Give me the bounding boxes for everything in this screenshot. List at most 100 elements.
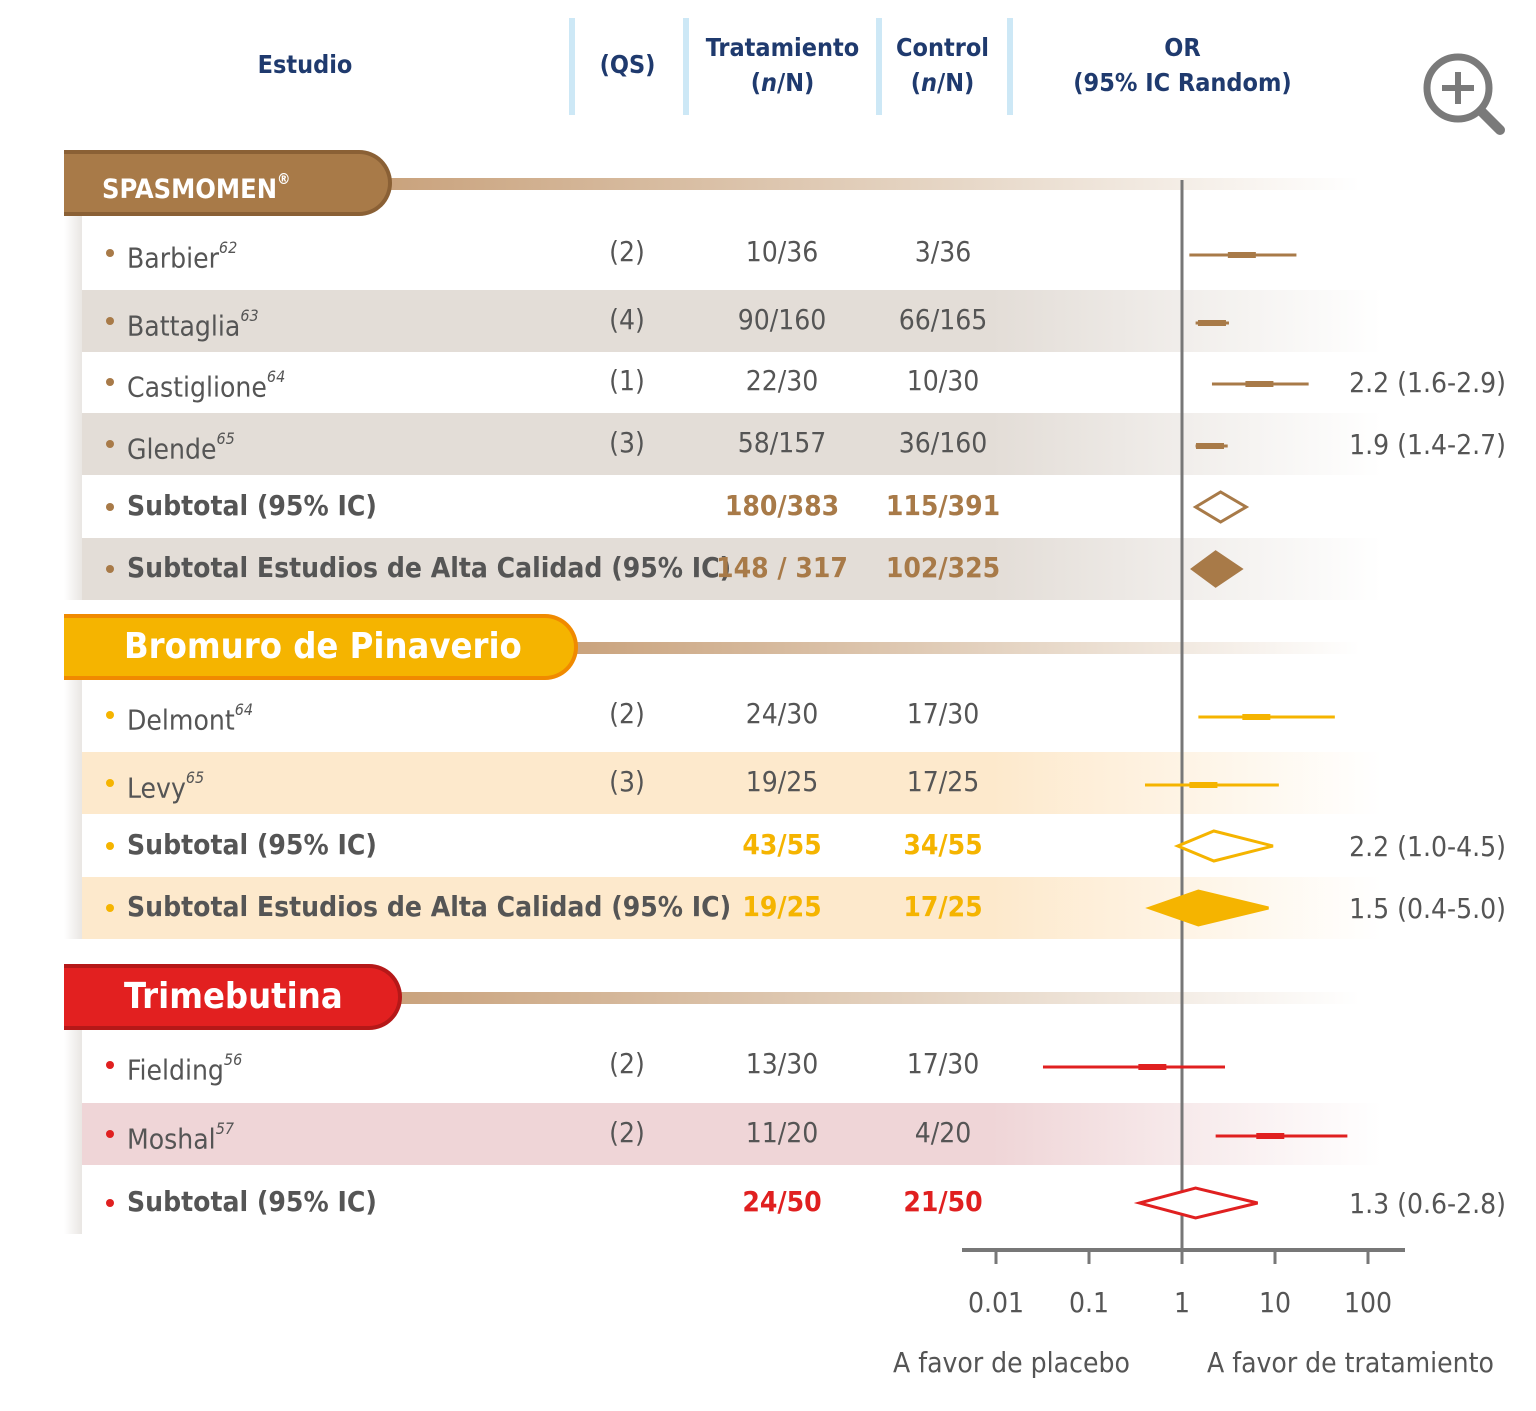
study-name: Levy65 — [127, 764, 204, 806]
header-treatment-title: Tratamiento — [705, 33, 860, 62]
study-label: Glende — [127, 432, 217, 466]
study-name: Subtotal Estudios de Alta Calidad (95% I… — [127, 889, 731, 925]
reference-number: 56 — [223, 1050, 243, 1069]
study-label: Subtotal (95% IC) — [127, 1185, 377, 1218]
bullet-icon — [106, 440, 114, 448]
bullet-icon — [106, 378, 114, 386]
study-label: Delmont — [127, 703, 235, 737]
study-name: Castiglione64 — [127, 363, 285, 405]
x-tick-label: 0.1 — [1068, 1286, 1110, 1319]
qs-score: (3) — [609, 426, 645, 459]
x-tick-label: 10 — [1258, 1286, 1292, 1319]
point-estimate — [1242, 714, 1271, 720]
x-tick-label: 0.01 — [967, 1286, 1025, 1319]
control-value: 36/160 — [898, 426, 988, 459]
header-or-title: OR — [1164, 33, 1201, 62]
row-background — [82, 752, 1382, 814]
header-control: Control (n/N) — [880, 30, 1005, 100]
bullet-icon — [106, 1199, 114, 1207]
study-name: Subtotal (95% IC) — [127, 488, 377, 524]
reference-number: 65 — [216, 429, 235, 448]
qs-score: (2) — [609, 1116, 645, 1149]
header-or: OR (95% IC Random) — [1050, 30, 1315, 100]
study-label: Subtotal (95% IC) — [127, 489, 377, 522]
control-value: 10/30 — [906, 364, 980, 397]
treatment-value: 180/383 — [724, 489, 840, 522]
reference-number: 64 — [266, 367, 286, 386]
or-value: 2.2 (1.0-4.5) — [1349, 830, 1506, 863]
zoom-in-icon[interactable] — [1420, 50, 1510, 140]
group-divider — [392, 992, 1360, 1004]
group-divider — [568, 642, 1360, 654]
reference-number: 63 — [240, 306, 259, 325]
pooled-diamond — [1145, 889, 1269, 927]
point-estimate — [1227, 252, 1256, 258]
reference-number: 65 — [185, 768, 205, 787]
header-separator — [876, 18, 882, 115]
bullet-icon — [106, 503, 114, 511]
reference-number: 57 — [215, 1119, 234, 1138]
favor-placebo-label: A favor de placebo — [893, 1346, 1130, 1379]
treatment-value: 58/157 — [737, 426, 827, 459]
study-label: Battaglia — [127, 309, 241, 343]
group-tab: Bromuro de Pinaverio — [64, 614, 578, 680]
header-treatment-unit: (n/N) — [750, 68, 815, 97]
qs-score: (1) — [609, 364, 645, 397]
study-label: Levy — [127, 771, 186, 805]
point-estimate — [1195, 443, 1224, 449]
point-estimate — [1138, 1064, 1167, 1070]
treatment-value: 24/30 — [745, 697, 819, 730]
bullet-icon — [106, 842, 114, 850]
bullet-icon — [106, 904, 114, 912]
group-tab: SPASMOMEN® — [64, 150, 392, 216]
pooled-diamond — [1173, 829, 1274, 863]
header-study: Estudio — [257, 50, 353, 79]
group-shadow — [64, 1020, 82, 1234]
header-separator — [1007, 18, 1013, 115]
bullet-icon — [106, 1130, 114, 1138]
study-name: Subtotal Estudios de Alta Calidad (95% I… — [127, 550, 731, 586]
treatment-value: 90/160 — [737, 303, 827, 336]
control-value: 17/30 — [906, 1047, 980, 1080]
group-name: SPASMOMEN® — [102, 154, 291, 219]
header-qs: (QS) — [599, 50, 656, 79]
group-name-text: SPASMOMEN — [102, 174, 278, 205]
group-name: Bromuro de Pinaverio — [124, 626, 522, 667]
pooled-diamond — [1192, 490, 1250, 524]
study-label: Subtotal Estudios de Alta Calidad (95% I… — [127, 551, 732, 584]
control-value: 115/391 — [885, 489, 1001, 522]
treatment-value: 11/20 — [745, 1116, 819, 1149]
pooled-diamond — [1190, 550, 1244, 588]
group-tab: Trimebutina — [64, 964, 402, 1030]
control-value: 3/36 — [914, 235, 972, 268]
x-tick-label: 100 — [1343, 1286, 1393, 1319]
control-value: 34/55 — [903, 828, 983, 861]
control-value: 66/165 — [898, 303, 988, 336]
treatment-value: 148 / 317 — [716, 551, 848, 584]
favor-treatment-label: A favor de tratamiento — [1207, 1346, 1494, 1379]
treatment-value: 22/30 — [745, 364, 819, 397]
header-control-unit: (n/N) — [910, 68, 975, 97]
treatment-value: 19/25 — [742, 890, 822, 923]
bullet-icon — [106, 565, 114, 573]
bullet-icon — [106, 317, 114, 325]
group-shadow — [64, 670, 82, 939]
bullet-icon — [106, 779, 114, 787]
study-name: Delmont64 — [127, 696, 253, 738]
header-treatment: Tratamiento (n/N) — [695, 30, 870, 100]
qs-score: (2) — [609, 697, 645, 730]
study-name: Glende65 — [127, 425, 235, 467]
study-label: Fielding — [127, 1053, 224, 1087]
row-background — [82, 413, 1382, 475]
study-label: Castiglione — [127, 370, 267, 404]
point-estimate — [1189, 782, 1218, 788]
or-value: 2.2 (1.6-2.9) — [1349, 366, 1506, 399]
control-value: 21/50 — [903, 1185, 983, 1218]
study-label: Subtotal (95% IC) — [127, 828, 377, 861]
treatment-value: 19/25 — [745, 765, 819, 798]
or-value: 1.5 (0.4-5.0) — [1349, 892, 1506, 925]
study-label: Barbier — [127, 241, 219, 275]
header-or-subtitle: (95% IC Random) — [1073, 68, 1292, 97]
reference-number: 64 — [234, 700, 254, 719]
